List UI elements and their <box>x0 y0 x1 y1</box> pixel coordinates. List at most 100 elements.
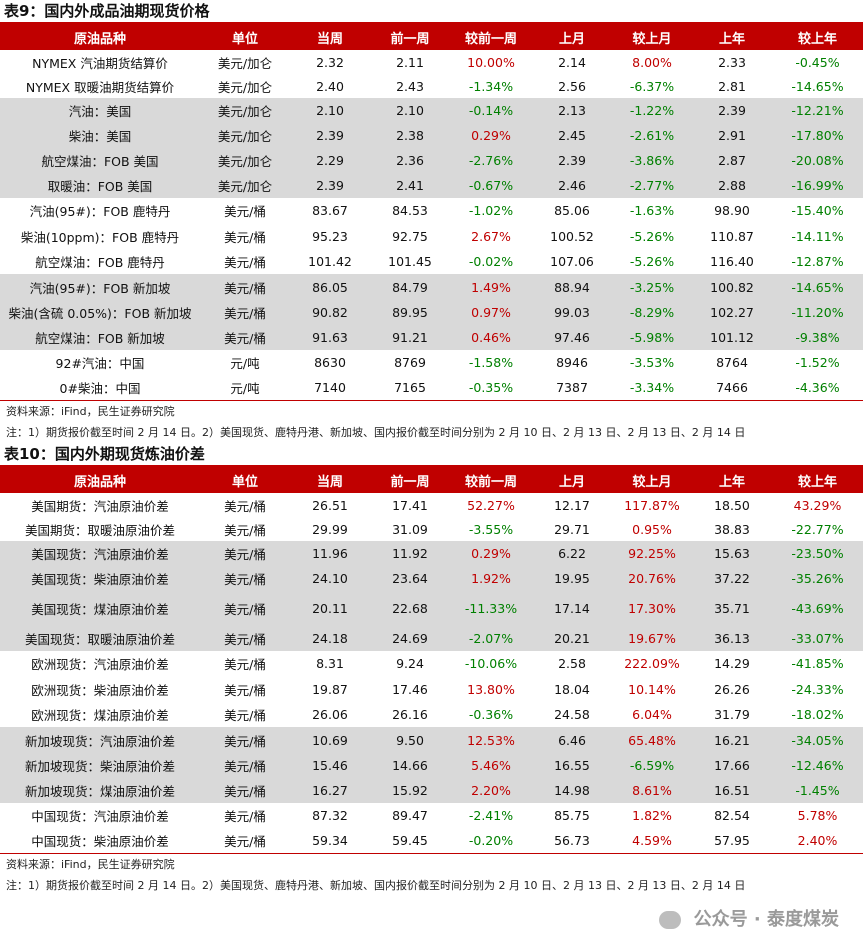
cell-prev: 2.36 <box>370 148 450 173</box>
cell-cur: 24.10 <box>290 566 370 591</box>
cell-unit: 美元/加仑 <box>200 123 290 148</box>
cell-cur: 2.39 <box>290 123 370 148</box>
cell-month: 2.39 <box>532 148 612 173</box>
cell-month: 2.13 <box>532 98 612 123</box>
cell-cur: 95.23 <box>290 223 370 249</box>
cell-name: 欧洲现货：柴油原油价差 <box>0 676 200 702</box>
cell-prev: 2.11 <box>370 50 450 74</box>
cell-prev: 7165 <box>370 375 450 400</box>
cell-unit: 美元/桶 <box>200 591 290 626</box>
cell-mchg: 6.04% <box>612 702 692 727</box>
column-header: 当周 <box>290 24 370 50</box>
cell-ychg: -12.46% <box>772 753 863 778</box>
column-header: 上月 <box>532 24 612 50</box>
cell-name: 美国期货：汽油原油价差 <box>0 493 200 517</box>
cell-mchg: -3.34% <box>612 375 692 400</box>
table-row: NYMEX 取暖油期货结算价 美元/加仑 2.40 2.43 -1.34% 2.56 -6.… <box>0 74 863 98</box>
cell-prev: 89.47 <box>370 803 450 828</box>
cell-wchg: -1.58% <box>450 350 532 375</box>
table-row: 航空煤油：FOB 美国 美元/加仑 2.29 2.36 -2.76% 2.39 -3.86%… <box>0 148 863 173</box>
cell-cur: 59.34 <box>290 828 370 853</box>
cell-year: 2.81 <box>692 74 772 98</box>
cell-name: 欧洲现货：煤油原油价差 <box>0 702 200 727</box>
cell-year: 16.51 <box>692 778 772 803</box>
cell-year: 15.63 <box>692 541 772 566</box>
cell-wchg: 10.00% <box>450 50 532 74</box>
cell-year: 101.12 <box>692 325 772 350</box>
table-row: 美国期货：汽油原油价差 美元/桶 26.51 17.41 52.27% 12.17 117.… <box>0 493 863 517</box>
table-row: 92#汽油：中国 元/吨 8630 8769 -1.58% 8946 -3.53% 8764-… <box>0 350 863 375</box>
cell-ychg: -41.85% <box>772 651 863 676</box>
cell-unit: 美元/桶 <box>200 198 290 223</box>
cell-month: 85.75 <box>532 803 612 828</box>
cell-wchg: -0.36% <box>450 702 532 727</box>
cell-prev: 31.09 <box>370 517 450 541</box>
cell-cur: 2.40 <box>290 74 370 98</box>
cell-wchg: -2.41% <box>450 803 532 828</box>
cell-year: 2.88 <box>692 173 772 198</box>
cell-month: 8946 <box>532 350 612 375</box>
cell-ychg: -22.77% <box>772 517 863 541</box>
cell-name: 航空煤油：FOB 新加坡 <box>0 325 200 350</box>
cell-wchg: 1.92% <box>450 566 532 591</box>
cell-cur: 90.82 <box>290 300 370 325</box>
cell-year: 38.83 <box>692 517 772 541</box>
cell-wchg: 0.46% <box>450 325 532 350</box>
cell-prev: 23.64 <box>370 566 450 591</box>
cell-ychg: -11.20% <box>772 300 863 325</box>
cell-mchg: -5.26% <box>612 249 692 274</box>
cell-prev: 15.92 <box>370 778 450 803</box>
cell-prev: 22.68 <box>370 591 450 626</box>
cell-cur: 101.42 <box>290 249 370 274</box>
watermark-text: 公众号 · 泰度煤炭 <box>693 909 839 930</box>
table9-header-row: 原油品种 单位 当周 前一周 较前一周 上月 较上月 上年 较上年 <box>0 24 863 50</box>
cell-name: 柴油(含硫 0.05%)：FOB 新加坡 <box>0 300 200 325</box>
cell-year: 2.39 <box>692 98 772 123</box>
cell-month: 100.52 <box>532 223 612 249</box>
cell-month: 16.55 <box>532 753 612 778</box>
cell-year: 82.54 <box>692 803 772 828</box>
cell-cur: 2.32 <box>290 50 370 74</box>
cell-unit: 美元/加仑 <box>200 148 290 173</box>
cell-unit: 美元/桶 <box>200 753 290 778</box>
cell-unit: 美元/桶 <box>200 803 290 828</box>
cell-month: 12.17 <box>532 493 612 517</box>
cell-name: 航空煤油：FOB 美国 <box>0 148 200 173</box>
cell-wchg: -1.02% <box>450 198 532 223</box>
cell-month: 99.03 <box>532 300 612 325</box>
cell-wchg: 0.29% <box>450 123 532 148</box>
cell-mchg: 17.30% <box>612 591 692 626</box>
cell-cur: 26.06 <box>290 702 370 727</box>
cell-ychg: -4.36% <box>772 375 863 400</box>
cell-year: 98.90 <box>692 198 772 223</box>
cell-mchg: -6.59% <box>612 753 692 778</box>
cell-wchg: -2.07% <box>450 626 532 651</box>
cell-mchg: -1.22% <box>612 98 692 123</box>
table-row: 0#柴油：中国 元/吨 7140 7165 -0.35% 7387 -3.34% 7466 -4… <box>0 375 863 400</box>
cell-month: 2.46 <box>532 173 612 198</box>
cell-wchg: 5.46% <box>450 753 532 778</box>
cell-ychg: -14.65% <box>772 274 863 300</box>
cell-wchg: -0.67% <box>450 173 532 198</box>
cell-name: 美国现货：取暖油原油价差 <box>0 626 200 651</box>
cell-year: 35.71 <box>692 591 772 626</box>
cell-mchg: 92.25% <box>612 541 692 566</box>
column-header: 上月 <box>532 467 612 493</box>
cell-month: 17.14 <box>532 591 612 626</box>
cell-name: 美国现货：汽油原油价差 <box>0 541 200 566</box>
cell-unit: 美元/桶 <box>200 626 290 651</box>
cell-unit: 美元/桶 <box>200 517 290 541</box>
table9: 原油品种 单位 当周 前一周 较前一周 上月 较上月 上年 较上年 NYMEX 汽油期货结算价美… <box>0 24 863 400</box>
cell-cur: 19.87 <box>290 676 370 702</box>
cell-cur: 7140 <box>290 375 370 400</box>
cell-wchg: 0.97% <box>450 300 532 325</box>
cell-month: 6.22 <box>532 541 612 566</box>
cell-year: 100.82 <box>692 274 772 300</box>
cell-prev: 24.69 <box>370 626 450 651</box>
table10-title: 表10：国内外期现货炼油价差 <box>0 443 863 467</box>
cell-month: 24.58 <box>532 702 612 727</box>
table-row: 中国现货：柴油原油价差 美元/桶 59.34 59.45 -0.20% 56.73 4.59… <box>0 828 863 853</box>
cell-mchg: 1.82% <box>612 803 692 828</box>
cell-prev: 59.45 <box>370 828 450 853</box>
table-row: 汽油：美国 美元/加仑 2.10 2.10 -0.14% 2.13 -1.22% 2.39 -1… <box>0 98 863 123</box>
